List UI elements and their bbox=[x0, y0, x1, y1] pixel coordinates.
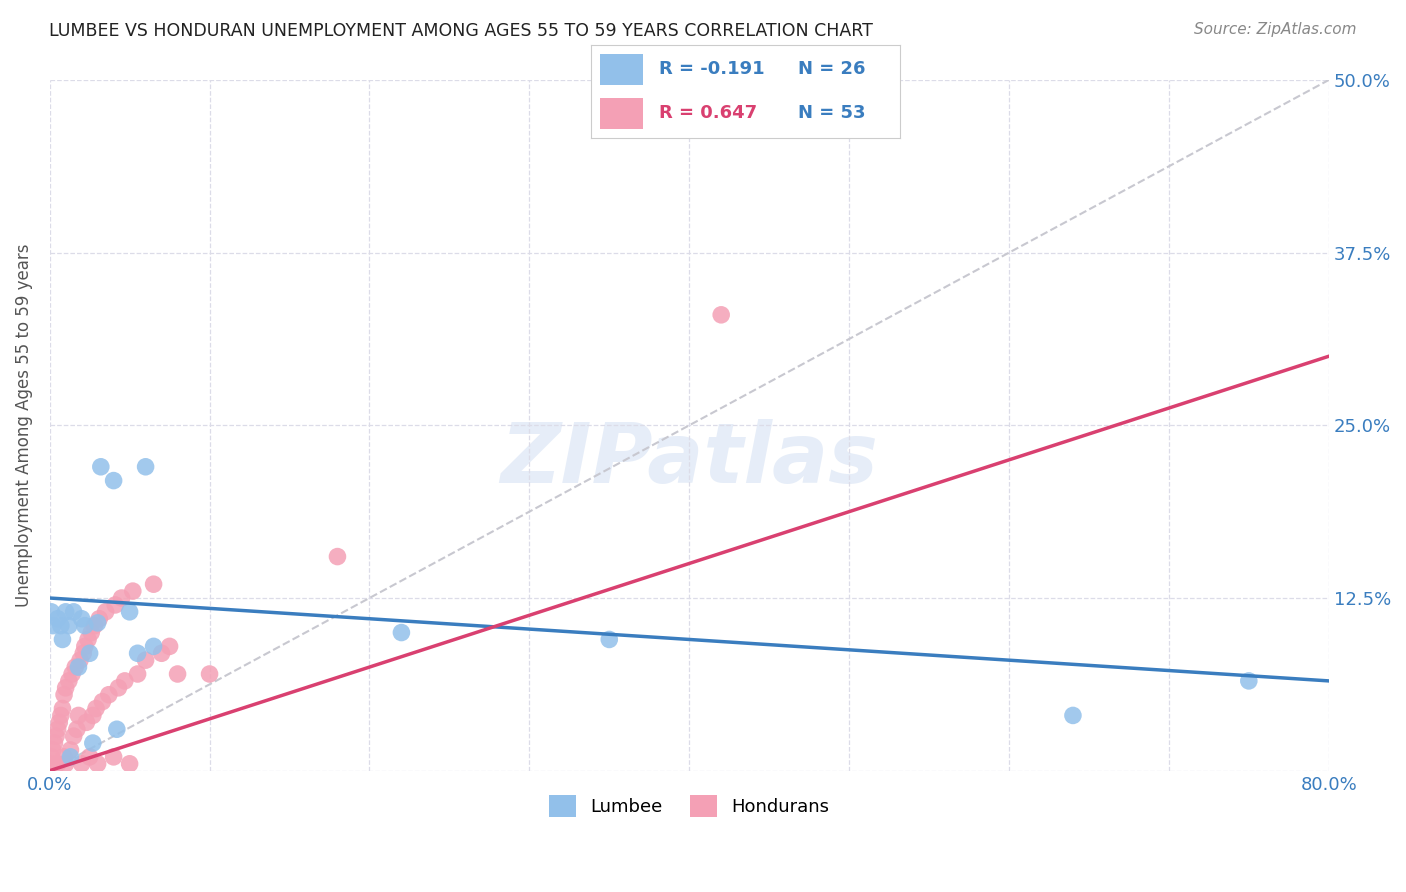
Text: N = 53: N = 53 bbox=[797, 104, 865, 122]
Point bbox=[53, 688, 76, 702]
Point bbox=[107, 681, 129, 695]
Point bbox=[59, 750, 82, 764]
Point bbox=[58, 673, 80, 688]
Point bbox=[142, 577, 165, 591]
Point bbox=[75, 715, 97, 730]
Point bbox=[118, 756, 141, 771]
Point bbox=[46, 723, 69, 737]
Point bbox=[91, 695, 114, 709]
Point bbox=[46, 612, 69, 626]
Point bbox=[121, 584, 143, 599]
Point bbox=[79, 750, 101, 764]
Point bbox=[73, 618, 96, 632]
Text: Source: ZipAtlas.com: Source: ZipAtlas.com bbox=[1194, 22, 1357, 37]
Point bbox=[90, 459, 112, 474]
Point bbox=[55, 605, 77, 619]
Point bbox=[391, 625, 413, 640]
Y-axis label: Unemployment Among Ages 55 to 59 years: Unemployment Among Ages 55 to 59 years bbox=[15, 244, 32, 607]
Point bbox=[67, 660, 90, 674]
Bar bbox=[600, 54, 643, 85]
Point bbox=[110, 591, 132, 605]
Point bbox=[86, 756, 108, 771]
Point bbox=[1062, 708, 1084, 723]
Point bbox=[70, 756, 93, 771]
Point bbox=[70, 612, 93, 626]
Text: N = 26: N = 26 bbox=[797, 60, 865, 78]
Point bbox=[62, 605, 84, 619]
Point bbox=[166, 667, 188, 681]
Point bbox=[49, 618, 72, 632]
Point bbox=[86, 615, 108, 630]
Point bbox=[135, 459, 157, 474]
Point bbox=[45, 729, 67, 743]
Text: R = 0.647: R = 0.647 bbox=[658, 104, 756, 122]
Point bbox=[159, 640, 181, 654]
Point bbox=[55, 756, 77, 771]
Point bbox=[69, 653, 91, 667]
Point bbox=[79, 646, 101, 660]
Point bbox=[51, 701, 73, 715]
Point bbox=[114, 673, 136, 688]
Point bbox=[598, 632, 620, 647]
Point bbox=[42, 743, 65, 757]
Point bbox=[103, 474, 125, 488]
Point bbox=[1237, 673, 1260, 688]
Point bbox=[84, 701, 107, 715]
Point bbox=[710, 308, 733, 322]
Bar bbox=[600, 98, 643, 129]
Point bbox=[326, 549, 349, 564]
Text: LUMBEE VS HONDURAN UNEMPLOYMENT AMONG AGES 55 TO 59 YEARS CORRELATION CHART: LUMBEE VS HONDURAN UNEMPLOYMENT AMONG AG… bbox=[49, 22, 873, 40]
Point bbox=[89, 612, 111, 626]
Point bbox=[127, 667, 149, 681]
Point bbox=[150, 646, 173, 660]
Point bbox=[38, 756, 60, 771]
Point bbox=[67, 708, 90, 723]
Point bbox=[105, 723, 128, 737]
Text: ZIPatlas: ZIPatlas bbox=[501, 419, 879, 500]
Point bbox=[49, 708, 72, 723]
Point bbox=[46, 756, 69, 771]
Point bbox=[55, 681, 77, 695]
Point bbox=[44, 736, 66, 750]
Point bbox=[80, 625, 103, 640]
Point bbox=[72, 646, 94, 660]
Point bbox=[51, 632, 73, 647]
Text: R = -0.191: R = -0.191 bbox=[658, 60, 765, 78]
Point bbox=[65, 660, 87, 674]
Point bbox=[42, 618, 65, 632]
Point bbox=[60, 667, 83, 681]
Point bbox=[127, 646, 149, 660]
Point bbox=[142, 640, 165, 654]
Point bbox=[66, 723, 89, 737]
Legend: Lumbee, Hondurans: Lumbee, Hondurans bbox=[541, 788, 837, 824]
Point bbox=[58, 618, 80, 632]
Point bbox=[82, 736, 104, 750]
Point bbox=[118, 605, 141, 619]
Point bbox=[104, 598, 127, 612]
Point bbox=[198, 667, 221, 681]
Point bbox=[59, 743, 82, 757]
Point bbox=[83, 618, 105, 632]
Point bbox=[77, 632, 100, 647]
Point bbox=[53, 750, 76, 764]
Point bbox=[103, 750, 125, 764]
Point bbox=[73, 640, 96, 654]
Point bbox=[62, 729, 84, 743]
Point bbox=[94, 605, 117, 619]
Point bbox=[97, 688, 120, 702]
Point bbox=[39, 750, 62, 764]
Point bbox=[39, 605, 62, 619]
Point bbox=[82, 708, 104, 723]
Point bbox=[135, 653, 157, 667]
Point bbox=[48, 715, 70, 730]
